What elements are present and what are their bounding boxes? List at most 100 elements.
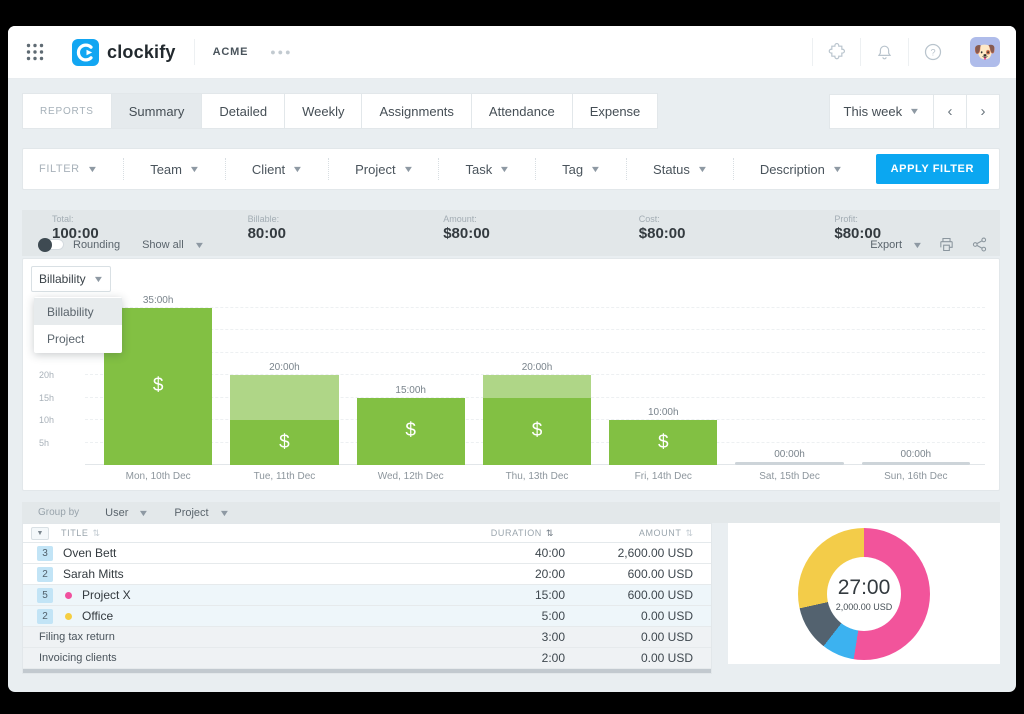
- stat-amount: Amount: $80:00: [443, 214, 490, 242]
- bar-mon[interactable]: 35:00h $: [104, 295, 213, 465]
- caret-down-icon: ▼: [696, 164, 709, 174]
- filter-team[interactable]: Team ▼: [124, 158, 226, 180]
- table-row[interactable]: 2 Sarah Mitts 20:00 600.00 USD: [23, 564, 711, 585]
- workspace-name[interactable]: ACME: [212, 46, 249, 58]
- dollar-sign: $: [531, 420, 543, 442]
- rounding-toggle[interactable]: [38, 238, 64, 252]
- integrations-button[interactable]: [812, 38, 860, 66]
- caret-down-icon: ▼: [218, 507, 230, 518]
- caret-down-icon: ▼: [138, 507, 150, 518]
- y-axis-tick: 15h: [39, 392, 55, 403]
- bar-chart: 20h 15h 10h 5h 35:00h $ 20:00h $ 15:00h …: [37, 295, 985, 465]
- rounding-label: Rounding: [73, 238, 121, 251]
- filter-tag[interactable]: Tag ▼: [536, 158, 628, 180]
- y-axis-tick: 5h: [39, 437, 50, 448]
- summary-table: ▼ TITLE ⇅ DURATION ⇅ AMOUNT ⇅ 3 Oven Bet…: [22, 523, 712, 674]
- tab-expense[interactable]: Expense: [571, 93, 659, 129]
- apps-grid-icon[interactable]: [26, 43, 44, 61]
- stat-cost: Cost: $80:00: [638, 214, 686, 242]
- x-axis-labels: Mon, 10th Dec Tue, 11th Dec Wed, 12th De…: [125, 471, 948, 482]
- apply-filter-button[interactable]: APPLY FILTER: [875, 154, 989, 184]
- filter-label[interactable]: FILTER ▼: [23, 158, 125, 180]
- table-row[interactable]: 3 Oven Bett 40:00 2,600.00 USD: [23, 543, 711, 564]
- svg-text:?: ?: [930, 47, 935, 57]
- caret-down-icon: ▼: [291, 164, 304, 174]
- share-icon[interactable]: [971, 236, 988, 253]
- filter-description[interactable]: Description ▼: [759, 161, 844, 177]
- export-dropdown[interactable]: Export ▼: [870, 238, 924, 251]
- period-control: This week ▼ ‹ ›: [828, 93, 1000, 129]
- caret-down-icon: ▼: [831, 164, 844, 174]
- entry-count-badge: 2: [37, 608, 53, 624]
- mode-option-project[interactable]: Project: [47, 331, 85, 346]
- group-by-bar: Group by User ▼ Project ▼: [22, 502, 1000, 523]
- caret-down-icon: ▼: [92, 274, 105, 284]
- filter-status[interactable]: Status ▼: [627, 158, 734, 180]
- period-prev-button[interactable]: ‹: [933, 93, 967, 129]
- tab-weekly[interactable]: Weekly: [284, 93, 363, 129]
- group-by-second[interactable]: Project ▼: [174, 506, 230, 519]
- question-icon: ?: [924, 43, 941, 61]
- print-icon[interactable]: [938, 236, 955, 253]
- sort-amount-icon[interactable]: ⇅: [685, 527, 693, 538]
- workspace-more-icon[interactable]: ●●●: [270, 47, 293, 57]
- table-row[interactable]: Filing tax return 3:00 0.00 USD: [23, 627, 711, 648]
- tab-reports-label: REPORTS: [22, 93, 112, 129]
- donut-total-amount: 2,000.00 USD: [835, 601, 893, 612]
- tab-detailed[interactable]: Detailed: [201, 93, 286, 129]
- stat-total: Total: 100:00: [52, 214, 99, 242]
- table-row[interactable]: 5 Project X 15:00 600.00 USD: [23, 585, 711, 606]
- caret-down-icon: ▼: [908, 106, 921, 116]
- y-axis-tick: 10h: [39, 415, 55, 425]
- tab-summary[interactable]: Summary: [110, 93, 203, 129]
- caret-down-icon: ▼: [188, 164, 201, 174]
- entry-count-badge: 2: [37, 566, 53, 582]
- period-label: This week: [843, 103, 903, 119]
- dollar-sign: $: [657, 431, 669, 453]
- bar-sun[interactable]: 00:00h $: [861, 295, 970, 465]
- help-button[interactable]: ?: [908, 38, 956, 66]
- sort-title-icon[interactable]: ⇅: [92, 527, 101, 538]
- table-row[interactable]: 2 Office 5:00 0.00 USD: [23, 606, 711, 627]
- stat-billable: Billable: 80:00: [247, 214, 286, 242]
- clockify-logo[interactable]: clockify: [72, 38, 176, 66]
- color-dot: [65, 612, 72, 620]
- y-axis-tick: 20h: [39, 370, 55, 380]
- chart-mode-select[interactable]: Billability ▼: [31, 266, 111, 292]
- caret-down-icon: ▼: [402, 164, 414, 174]
- dollar-sign: $: [152, 375, 164, 397]
- sort-duration-icon[interactable]: ⇅: [545, 527, 554, 538]
- mode-option-billability[interactable]: Billability: [34, 298, 122, 325]
- collapse-all-button[interactable]: ▼: [31, 526, 49, 540]
- chart-panel: Billability ▼ Billability Project 20h 15…: [22, 258, 1000, 491]
- show-all-dropdown[interactable]: Show all ▼: [142, 238, 205, 251]
- entry-count-badge: 5: [37, 587, 53, 603]
- period-next-button[interactable]: ›: [966, 93, 1000, 129]
- caret-down-icon: ▼: [589, 164, 602, 174]
- group-by-first[interactable]: User ▼: [105, 506, 150, 519]
- bar-fri[interactable]: 10:00h $: [609, 295, 718, 465]
- notifications-button[interactable]: [860, 38, 908, 66]
- bar-tue[interactable]: 20:00h $: [230, 295, 339, 465]
- chart-mode-value: Billability: [39, 272, 86, 286]
- filter-task[interactable]: Task ▼: [439, 158, 537, 180]
- bar-thu[interactable]: 20:00h $: [482, 295, 592, 465]
- bar-wed[interactable]: 15:00h $: [356, 295, 465, 465]
- bar-sat[interactable]: 00:00h $: [735, 295, 844, 465]
- filter-client[interactable]: Client ▼: [226, 158, 330, 180]
- dollar-sign: $: [405, 420, 416, 442]
- donut-panel: 27:00 2,000.00 USD: [728, 523, 1000, 664]
- tab-assignments[interactable]: Assignments: [361, 93, 472, 129]
- donut-chart[interactable]: 27:00 2,000.00 USD: [798, 527, 930, 660]
- period-dropdown[interactable]: This week ▼: [828, 93, 934, 129]
- filter-project[interactable]: Project ▼: [329, 158, 440, 180]
- app-window: clockify ACME ●●● ? �: [8, 26, 1016, 692]
- clockify-logo-icon: [72, 38, 99, 66]
- table-row[interactable]: Invoicing clients 2:00 0.00 USD: [23, 648, 711, 669]
- color-dot: [65, 591, 72, 599]
- horizontal-scrollbar[interactable]: [23, 669, 711, 673]
- user-avatar[interactable]: 🐶: [970, 37, 1000, 67]
- tab-attendance[interactable]: Attendance: [470, 93, 573, 129]
- donut-total-time: 27:00: [837, 575, 891, 599]
- caret-down-icon: ▼: [911, 239, 924, 250]
